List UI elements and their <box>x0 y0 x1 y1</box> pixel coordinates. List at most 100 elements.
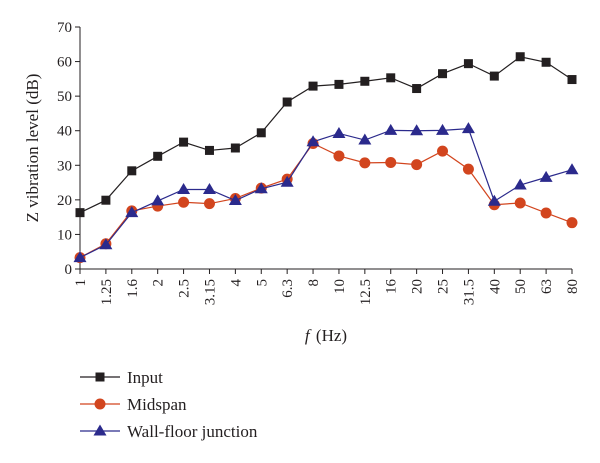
data-point <box>461 122 475 134</box>
data-point <box>125 206 139 218</box>
y-axis: 0 10 20 30 40 50 60 70 <box>57 20 81 278</box>
y-tick-label: 20 <box>57 193 72 209</box>
data-point <box>101 195 111 205</box>
data-point <box>151 194 165 206</box>
data-point <box>463 59 473 69</box>
data-point <box>127 166 137 176</box>
data-point <box>178 196 190 208</box>
x-tick-label: 4 <box>228 279 244 287</box>
data-point <box>202 182 216 194</box>
legend-label: Midspan <box>127 395 187 414</box>
data-point <box>256 128 266 138</box>
y-tick-label: 50 <box>57 89 72 105</box>
series-wall-floor-junction <box>73 122 579 263</box>
data-point <box>487 194 501 206</box>
series-midspan <box>74 138 578 264</box>
y-tick-label: 70 <box>57 20 72 36</box>
data-point <box>99 238 113 250</box>
data-point <box>358 133 372 145</box>
x-tick-label: 20 <box>410 279 426 294</box>
legend: Input Midspan Wall-floor junction <box>80 368 258 441</box>
legend-item: Wall-floor junction <box>80 422 258 441</box>
y-tick-label: 0 <box>65 262 73 278</box>
data-point <box>282 97 292 107</box>
y-axis-title: Z vibration level (dB) <box>23 74 42 223</box>
data-point <box>566 217 578 229</box>
x-tick-label: 80 <box>565 279 581 294</box>
x-tick-label: 16 <box>384 279 400 295</box>
y-tick-label: 60 <box>57 55 72 71</box>
data-point <box>436 123 450 135</box>
y-tick-label: 40 <box>57 124 72 140</box>
x-tick-label: 5 <box>254 279 270 287</box>
data-point <box>75 208 85 218</box>
plot-area <box>73 52 579 264</box>
x-tick-label: 1.25 <box>99 279 115 305</box>
x-tick-label: 10 <box>332 279 348 294</box>
x-tick-label: 8 <box>306 279 322 287</box>
x-tick-label: 2 <box>151 279 167 287</box>
data-point <box>437 145 449 157</box>
data-point <box>565 163 579 175</box>
y-tick-label: 30 <box>57 158 72 174</box>
data-point <box>306 135 320 147</box>
x-tick-label: 1 <box>73 279 89 287</box>
x-axis-title: f (Hz) <box>305 326 347 345</box>
x-tick-label: 63 <box>539 279 555 294</box>
data-point <box>332 126 346 138</box>
x-tick-label: 6.3 <box>280 279 296 298</box>
x-tick-label: 31.5 <box>461 279 477 305</box>
data-point <box>541 57 551 67</box>
data-point <box>410 124 424 136</box>
x-axis-title-unit: (Hz) <box>316 326 347 345</box>
data-point <box>203 198 215 210</box>
data-point <box>411 159 423 171</box>
x-tick-label: 50 <box>513 279 529 294</box>
data-point <box>567 75 577 85</box>
data-point <box>153 151 163 161</box>
data-point <box>384 123 398 135</box>
series-input <box>75 52 577 218</box>
data-point <box>254 182 268 194</box>
x-tick-label: 3.15 <box>202 279 218 305</box>
data-point <box>179 137 189 147</box>
x-tick-label: 25 <box>436 279 452 294</box>
data-point <box>359 157 371 169</box>
data-point <box>228 194 242 206</box>
data-point <box>280 175 294 187</box>
x-tick-label: 1.6 <box>125 279 141 298</box>
data-point <box>438 69 448 79</box>
data-point <box>334 79 344 89</box>
y-tick-label: 10 <box>57 227 72 243</box>
x-axis-title-variable: f <box>305 326 312 345</box>
x-tick-label: 12.5 <box>358 279 374 305</box>
legend-label: Input <box>127 368 163 387</box>
data-point <box>386 73 396 83</box>
data-point <box>489 71 499 81</box>
x-tick-label: 40 <box>487 279 503 294</box>
x-axis: 1 1.25 1.6 2 2.5 3.15 4 5 6.3 8 10 12.5 16 20 25 31.5 40… <box>73 268 581 305</box>
data-point <box>514 197 526 209</box>
legend-marker <box>95 372 105 382</box>
data-point <box>539 170 553 182</box>
legend-marker <box>94 398 106 410</box>
legend-item: Midspan <box>80 395 187 414</box>
x-tick-label: 2.5 <box>177 279 193 298</box>
data-point <box>515 52 525 62</box>
legend-label: Wall-floor junction <box>127 422 258 441</box>
legend-item: Input <box>80 368 163 387</box>
data-point <box>333 150 345 162</box>
data-point <box>73 251 87 263</box>
data-point <box>462 163 474 175</box>
data-point <box>412 84 422 94</box>
y-axis-ticks: 0 10 20 30 40 50 60 70 <box>57 20 80 278</box>
data-point <box>385 157 397 169</box>
data-point <box>540 207 552 219</box>
data-point <box>177 182 191 194</box>
legend-marker <box>93 424 107 436</box>
data-point <box>308 81 318 91</box>
data-point <box>204 145 214 155</box>
series-line <box>79 128 573 259</box>
data-point <box>360 76 370 86</box>
